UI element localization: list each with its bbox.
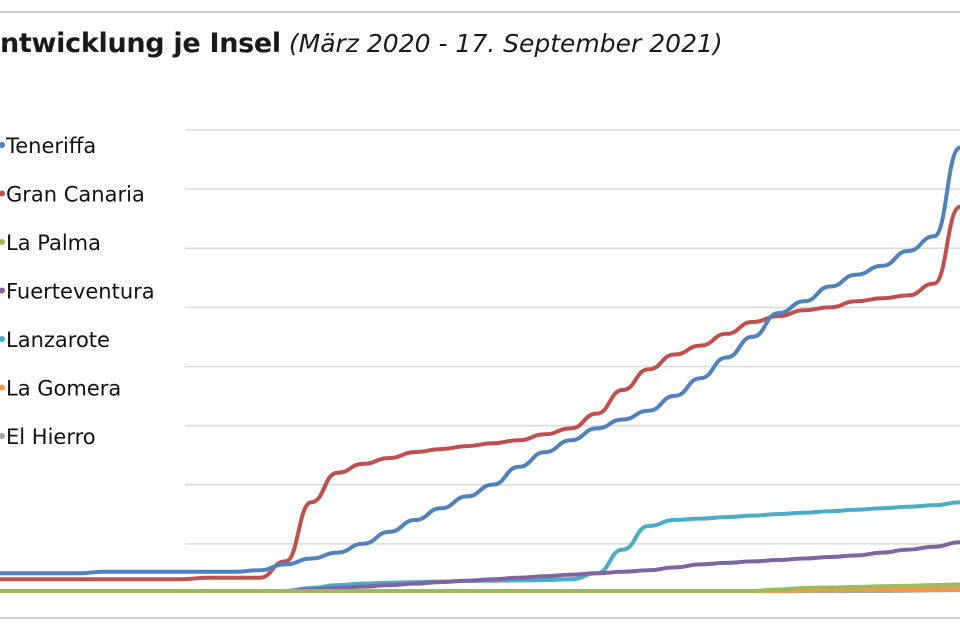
legend-marker: [0, 239, 5, 245]
chart-subtitle: (März 2020 - 17. September 2021): [288, 29, 723, 58]
series-line-fuerteventura: [0, 540, 960, 593]
chart-title-block: ntwicklung je Insel (März 2020 - 17. Sept…: [0, 28, 723, 59]
legend-marker: [0, 142, 5, 148]
legend-marker: [0, 384, 5, 391]
legend-label: El Hierro: [6, 425, 96, 449]
series-line-la-palma: [0, 582, 960, 593]
legend: Teneriffa Gran Canaria La Palma Fuerteventu…: [0, 134, 155, 449]
series-lines: [0, 145, 960, 593]
legend-label: Fuerteventura: [6, 280, 155, 304]
legend-label: Teneriffa: [5, 134, 96, 158]
legend-marker: [0, 287, 5, 294]
legend-label: La Palma: [6, 231, 101, 255]
legend-marker: [0, 433, 5, 439]
series-line-gran-canaria: [0, 204, 960, 582]
legend-marker: [0, 336, 5, 342]
legend-label: Lanzarote: [6, 328, 110, 352]
legend-label: Gran Canaria: [6, 183, 145, 207]
series-line-teneriffa: [0, 145, 960, 576]
chart-title: ntwicklung je Insel: [0, 28, 281, 59]
grid-lines: [185, 129, 960, 545]
legend-label: La Gomera: [6, 377, 121, 401]
legend-marker: [0, 190, 5, 197]
frame-lines: [0, 11, 960, 619]
